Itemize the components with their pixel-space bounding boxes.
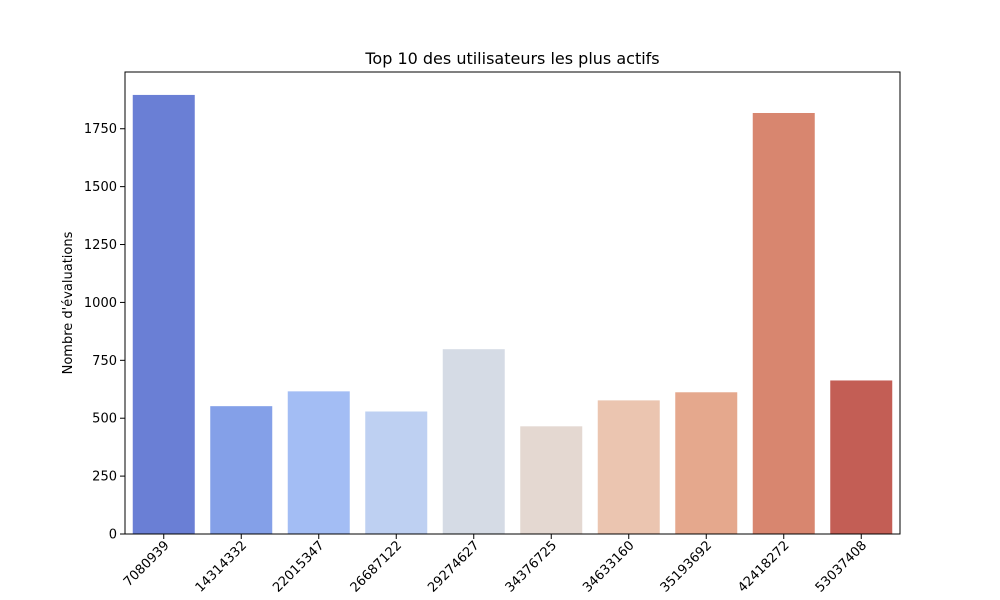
bar-7080939 [132, 94, 195, 534]
x-tick-label: 7080939 [121, 538, 173, 590]
bar-22015347 [287, 391, 350, 534]
x-tick-label: 26687122 [348, 538, 405, 595]
y-tick-label: 1500 [84, 180, 117, 195]
x-tick-label: 34633160 [580, 538, 637, 595]
x-axis-ticks: 7080939 14314332 22015347 26687122 29274627 3… [121, 534, 870, 596]
plot-frame [124, 71, 901, 535]
x-tick-label: 34376725 [503, 538, 560, 595]
bars-group [132, 94, 893, 534]
y-tick-label: 1000 [84, 296, 117, 311]
x-tick-label: 53037408 [813, 538, 870, 595]
y-axis-ticks: 0 250 500 750 1000 1250 1500 1750 [84, 122, 125, 543]
bar-34376725 [520, 426, 583, 534]
chart-title: Top 10 des utilisateurs les plus actifs [364, 49, 659, 68]
y-tick-label: 750 [92, 354, 117, 369]
y-tick-label: 0 [109, 528, 117, 543]
bar-14314332 [210, 406, 273, 534]
x-tick-label: 29274627 [425, 538, 482, 595]
bar-42418272 [752, 112, 815, 534]
bar-26687122 [365, 411, 428, 534]
bar-29274627 [442, 349, 505, 534]
bar-35193692 [675, 392, 738, 534]
x-tick-label: 35193692 [658, 538, 715, 595]
bar-34633160 [597, 400, 660, 534]
x-tick-label: 22015347 [270, 538, 327, 595]
y-tick-label: 1750 [84, 122, 117, 137]
bar-53037408 [830, 380, 893, 534]
y-tick-label: 1250 [84, 238, 117, 253]
y-tick-label: 500 [92, 412, 117, 427]
y-axis-label: Nombre d'évaluations [61, 231, 76, 374]
y-tick-label: 250 [92, 470, 117, 485]
x-tick-label: 42418272 [735, 538, 792, 595]
x-tick-label: 14314332 [193, 538, 250, 595]
